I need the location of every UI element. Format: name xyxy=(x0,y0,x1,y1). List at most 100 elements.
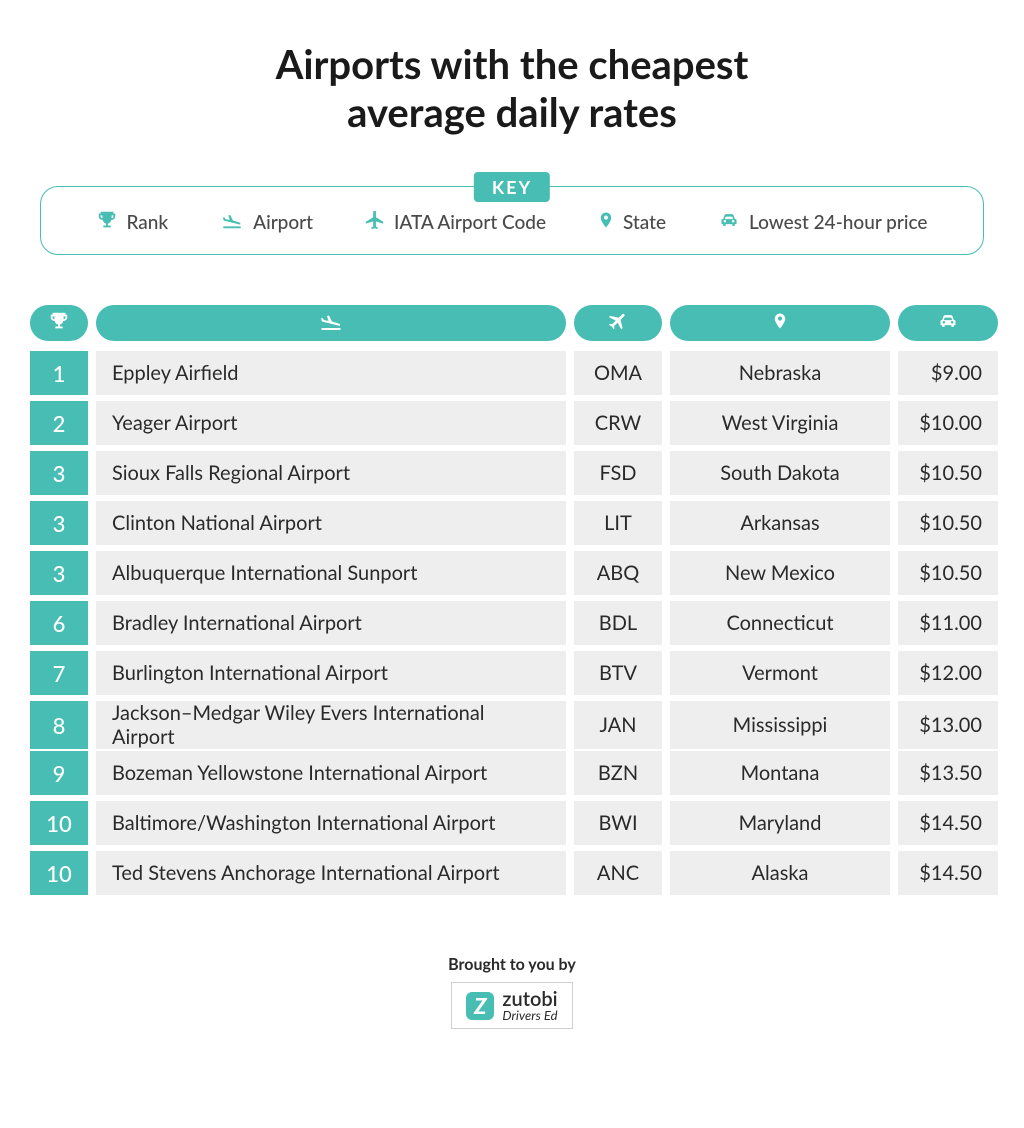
rank-cell: 8 xyxy=(30,701,88,749)
state-cell: Connecticut xyxy=(670,601,890,645)
table-row: 6Bradley International AirportBDLConnect… xyxy=(30,601,994,645)
table-row: 7Burlington International AirportBTVVerm… xyxy=(30,651,994,695)
state-cell: Mississippi xyxy=(670,701,890,749)
airport-table: 1Eppley AirfieldOMANebraska$9.00 2Yeager … xyxy=(30,305,994,895)
key-item-rank: Rank xyxy=(96,209,168,236)
trophy-icon xyxy=(96,209,118,236)
brand-name: zutobi xyxy=(502,989,557,1009)
rank-cell: 10 xyxy=(30,801,88,845)
brand-logo: Z zutobi Drivers Ed xyxy=(451,982,572,1029)
header-airport xyxy=(96,305,566,341)
page-title: Airports with the cheapest average daily… xyxy=(30,40,994,136)
airport-cell: Albuquerque International Sunport xyxy=(96,551,566,595)
code-cell: BZN xyxy=(574,751,662,795)
state-cell: Alaska xyxy=(670,851,890,895)
table-row: 3Sioux Falls Regional AirportFSDSouth Da… xyxy=(30,451,994,495)
brand-logo-icon: Z xyxy=(466,992,494,1020)
plane-icon xyxy=(607,310,629,336)
rank-cell: 6 xyxy=(30,601,88,645)
airport-cell: Eppley Airfield xyxy=(96,351,566,395)
code-cell: BTV xyxy=(574,651,662,695)
code-cell: BWI xyxy=(574,801,662,845)
rank-cell: 10 xyxy=(30,851,88,895)
airport-cell: Yeager Airport xyxy=(96,401,566,445)
key-item-label: Airport xyxy=(253,211,313,234)
footer: Brought to you by Z zutobi Drivers Ed xyxy=(30,955,994,1029)
rank-cell: 3 xyxy=(30,451,88,495)
plane-landing-icon xyxy=(316,309,346,337)
state-cell: Montana xyxy=(670,751,890,795)
airport-cell: Sioux Falls Regional Airport xyxy=(96,451,566,495)
code-cell: ANC xyxy=(574,851,662,895)
state-cell: Arkansas xyxy=(670,501,890,545)
key-item-label: IATA Airport Code xyxy=(394,211,546,234)
car-icon xyxy=(936,311,960,335)
state-cell: New Mexico xyxy=(670,551,890,595)
airport-cell: Clinton National Airport xyxy=(96,501,566,545)
table-header xyxy=(30,305,994,341)
key-label-badge: KEY xyxy=(474,172,550,202)
pin-icon xyxy=(597,209,615,236)
key-item-label: Lowest 24-hour price xyxy=(749,211,927,234)
code-cell: FSD xyxy=(574,451,662,495)
key-item-price: Lowest 24-hour price xyxy=(717,210,927,235)
code-cell: BDL xyxy=(574,601,662,645)
brand-logo-text: zutobi Drivers Ed xyxy=(502,989,557,1022)
price-cell: $11.00 xyxy=(898,601,998,645)
table-row: 8Jackson–Medgar Wiley Evers Internationa… xyxy=(30,701,994,745)
airport-cell: Bradley International Airport xyxy=(96,601,566,645)
state-cell: Nebraska xyxy=(670,351,890,395)
key-item-iata: IATA Airport Code xyxy=(364,209,546,236)
footer-prefix: Brought to you by xyxy=(30,955,994,974)
airport-cell: Jackson–Medgar Wiley Evers International… xyxy=(96,701,566,749)
table-row: 3Clinton National AirportLITArkansas$10.… xyxy=(30,501,994,545)
rank-cell: 2 xyxy=(30,401,88,445)
price-cell: $14.50 xyxy=(898,801,998,845)
rank-cell: 7 xyxy=(30,651,88,695)
table-row: 2Yeager AirportCRWWest Virginia$10.00 xyxy=(30,401,994,445)
airport-cell: Baltimore/Washington International Airpo… xyxy=(96,801,566,845)
car-icon xyxy=(717,210,741,235)
table-row: 3Albuquerque International SunportABQNew… xyxy=(30,551,994,595)
price-cell: $14.50 xyxy=(898,851,998,895)
brand-subtitle: Drivers Ed xyxy=(502,1009,557,1022)
state-cell: West Virginia xyxy=(670,401,890,445)
code-cell: CRW xyxy=(574,401,662,445)
table-row: 10Ted Stevens Anchorage International Ai… xyxy=(30,851,994,895)
table-row: 10Baltimore/Washington International Air… xyxy=(30,801,994,845)
state-cell: Maryland xyxy=(670,801,890,845)
table-row: 1Eppley AirfieldOMANebraska$9.00 xyxy=(30,351,994,395)
pin-icon xyxy=(771,310,789,336)
price-cell: $13.50 xyxy=(898,751,998,795)
price-cell: $10.50 xyxy=(898,501,998,545)
price-cell: $10.50 xyxy=(898,551,998,595)
state-cell: South Dakota xyxy=(670,451,890,495)
header-rank xyxy=(30,305,88,341)
title-line-2: average daily rates xyxy=(347,88,677,136)
plane-icon xyxy=(364,209,386,236)
price-cell: $13.00 xyxy=(898,701,998,749)
rank-cell: 9 xyxy=(30,751,88,795)
header-state xyxy=(670,305,890,341)
key-item-label: Rank xyxy=(126,211,168,234)
code-cell: OMA xyxy=(574,351,662,395)
airport-cell: Bozeman Yellowstone International Airpor… xyxy=(96,751,566,795)
key-item-label: State xyxy=(623,211,666,234)
state-cell: Vermont xyxy=(670,651,890,695)
header-iata xyxy=(574,305,662,341)
plane-landing-icon xyxy=(219,209,245,236)
airport-cell: Burlington International Airport xyxy=(96,651,566,695)
price-cell: $10.50 xyxy=(898,451,998,495)
rank-cell: 3 xyxy=(30,501,88,545)
key-item-airport: Airport xyxy=(219,209,313,236)
trophy-icon xyxy=(48,310,70,336)
airport-cell: Ted Stevens Anchorage International Airp… xyxy=(96,851,566,895)
key-item-state: State xyxy=(597,209,666,236)
rank-cell: 3 xyxy=(30,551,88,595)
rank-cell: 1 xyxy=(30,351,88,395)
header-price xyxy=(898,305,998,341)
title-line-1: Airports with the cheapest xyxy=(276,40,749,88)
table-row: 9Bozeman Yellowstone International Airpo… xyxy=(30,751,994,795)
key-legend: KEY Rank Airport IATA Airport Code State… xyxy=(40,186,984,255)
code-cell: JAN xyxy=(574,701,662,749)
